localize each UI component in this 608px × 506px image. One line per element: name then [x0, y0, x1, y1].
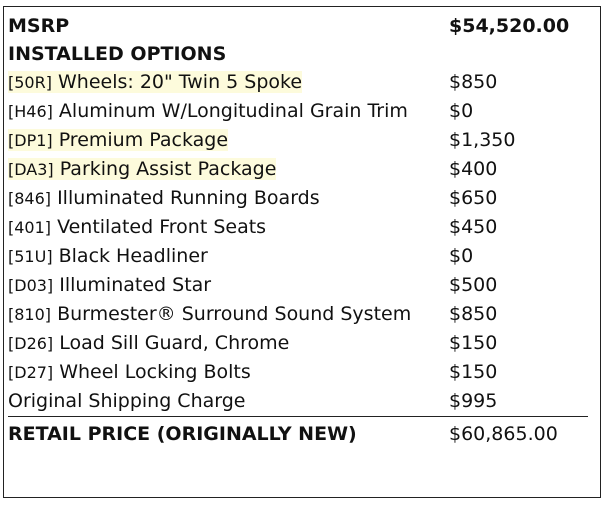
option-code: [D26]	[8, 334, 54, 353]
option-name-cell: [DA3] Parking Assist Package	[8, 155, 449, 184]
option-row: [DA3] Parking Assist Package $400	[8, 155, 588, 184]
option-text: [DA3] Parking Assist Package	[8, 158, 277, 180]
option-code: [DA3]	[8, 160, 54, 179]
msrp-row: MSRP $54,520.00	[8, 12, 588, 40]
option-text: [401] Ventilated Front Seats	[8, 216, 266, 238]
option-price: $150	[449, 361, 498, 383]
option-price: $650	[449, 187, 498, 209]
msrp-label: MSRP	[8, 15, 70, 37]
option-name: Aluminum W/Longitudinal Grain Trim	[58, 100, 408, 122]
option-text: [810] Burmester® Surround Sound System	[8, 303, 411, 325]
option-row: [401] Ventilated Front Seats $450	[8, 213, 588, 242]
option-name: Premium Package	[58, 129, 229, 151]
option-name: Wheels: 20" Twin 5 Spoke	[58, 71, 303, 93]
option-name: Ventilated Front Seats	[57, 216, 267, 238]
option-name-cell: [50R] Wheels: 20" Twin 5 Spoke	[8, 68, 449, 97]
shipping-label: Original Shipping Charge	[8, 390, 246, 412]
option-row: [DP1] Premium Package $1,350	[8, 126, 588, 155]
option-row: [810] Burmester® Surround Sound System $8…	[8, 300, 588, 329]
option-text: [51U] Black Headliner	[8, 245, 208, 267]
option-name: Black Headliner	[58, 245, 208, 267]
option-text: [D26] Load Sill Guard, Chrome	[8, 332, 289, 354]
option-code: [51U]	[8, 247, 53, 266]
option-row: [51U] Black Headliner $0	[8, 242, 588, 271]
window-sticker-box	[3, 6, 601, 498]
option-name: Wheel Locking Bolts	[59, 361, 251, 383]
option-text: [D03] Illuminated Star	[8, 274, 211, 296]
shipping-value: $995	[449, 390, 498, 412]
option-name: Parking Assist Package	[59, 158, 277, 180]
option-name-cell: [810] Burmester® Surround Sound System	[8, 300, 449, 329]
option-price: $500	[449, 274, 498, 296]
option-price: $450	[449, 216, 498, 238]
option-price: $0	[449, 245, 474, 267]
option-text: [846] Illuminated Running Boards	[8, 187, 320, 209]
option-code: [50R]	[8, 73, 52, 92]
option-name-cell: [D27] Wheel Locking Bolts	[8, 358, 449, 387]
installed-options-heading: INSTALLED OPTIONS	[8, 43, 227, 65]
option-text: [50R] Wheels: 20" Twin 5 Spoke	[8, 71, 303, 93]
option-price: $0	[449, 100, 474, 122]
option-row: [D26] Load Sill Guard, Chrome $150	[8, 329, 588, 358]
retail-price-row: RETAIL PRICE (ORIGINALLY NEW) $60,865.00	[8, 416, 588, 448]
option-name-cell: [401] Ventilated Front Seats	[8, 213, 449, 242]
option-row: [50R] Wheels: 20" Twin 5 Spoke $850	[8, 68, 588, 97]
option-name-cell: [D26] Load Sill Guard, Chrome	[8, 329, 449, 358]
retail-price-value: $60,865.00	[449, 416, 588, 448]
option-row: [846] Illuminated Running Boards $650	[8, 184, 588, 213]
option-row: [D27] Wheel Locking Bolts $150	[8, 358, 588, 387]
installed-options-heading-row: INSTALLED OPTIONS	[8, 40, 588, 68]
option-code: [D03]	[8, 276, 54, 295]
shipping-row: Original Shipping Charge $995	[8, 387, 588, 417]
option-code: [DP1]	[8, 131, 53, 150]
option-price: $1,350	[449, 129, 516, 151]
option-price: $850	[449, 303, 498, 325]
option-code: [401]	[8, 218, 52, 237]
option-text: [H46] Aluminum W/Longitudinal Grain Trim	[8, 100, 408, 122]
option-name: Illuminated Star	[59, 274, 212, 296]
option-price: $400	[449, 158, 498, 180]
option-name-cell: [DP1] Premium Package	[8, 126, 449, 155]
option-name: Burmester® Surround Sound System	[57, 303, 412, 325]
option-name-cell: [846] Illuminated Running Boards	[8, 184, 449, 213]
option-code: [810]	[8, 305, 52, 324]
option-text: [DP1] Premium Package	[8, 129, 229, 151]
option-price: $850	[449, 71, 498, 93]
option-row: [H46] Aluminum W/Longitudinal Grain Trim…	[8, 97, 588, 126]
option-code: [846]	[8, 189, 52, 208]
option-name-cell: [51U] Black Headliner	[8, 242, 449, 271]
option-name-cell: [H46] Aluminum W/Longitudinal Grain Trim	[8, 97, 449, 126]
option-row: [D03] Illuminated Star $500	[8, 271, 588, 300]
msrp-value: $54,520.00	[449, 15, 570, 37]
option-name: Illuminated Running Boards	[57, 187, 320, 209]
option-price: $150	[449, 332, 498, 354]
retail-price-label: RETAIL PRICE (ORIGINALLY NEW)	[8, 416, 449, 448]
option-code: [D27]	[8, 363, 54, 382]
option-text: [D27] Wheel Locking Bolts	[8, 361, 251, 383]
option-name: Load Sill Guard, Chrome	[59, 332, 290, 354]
price-table: MSRP $54,520.00 INSTALLED OPTIONS [50R] …	[8, 12, 588, 448]
option-code: [H46]	[8, 102, 53, 121]
option-name-cell: [D03] Illuminated Star	[8, 271, 449, 300]
